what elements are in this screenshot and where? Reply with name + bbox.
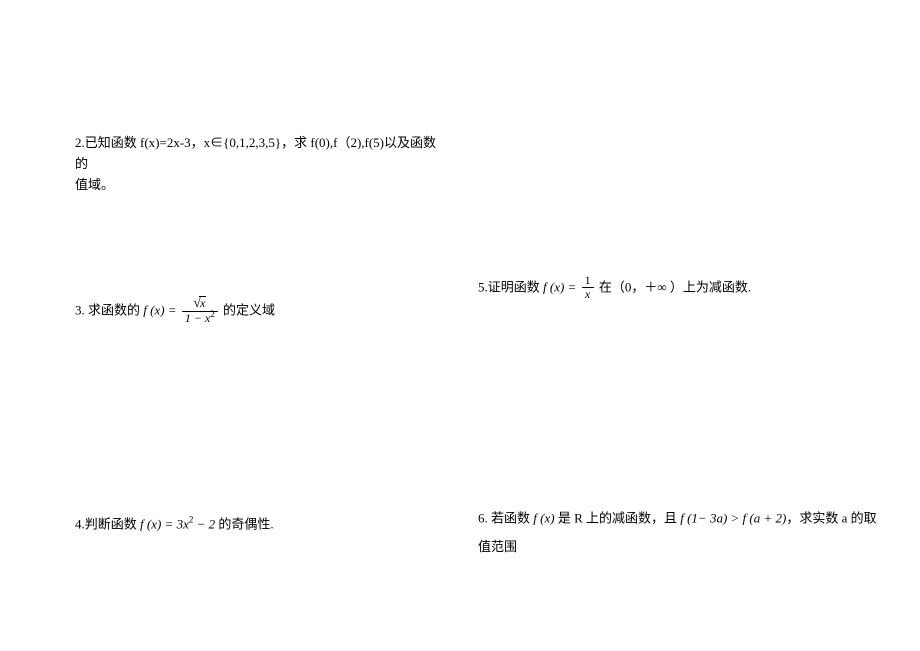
p6-prefix: 6. 若函数 — [478, 511, 533, 526]
p6-suffix1: ，求实数 a 的取 — [786, 511, 876, 526]
p5-fraction: 1 x — [582, 274, 594, 301]
p3-fraction: √x 1 − x2 — [182, 296, 218, 326]
p3-den-exp: 2 — [210, 309, 215, 319]
p3-num-x: x — [200, 296, 205, 310]
problem-2: 2.已知函数 f(x)=2x-3，x∈{0,1,2,3,5}，求 f(0),f（… — [75, 133, 445, 195]
problem-5: 5.证明函数 f (x) = 1 x 在（0，＋∞ ）上为减函数. — [478, 274, 878, 301]
p5-num: 1 — [582, 274, 594, 287]
p5-prefix: 5.证明函数 — [478, 279, 543, 294]
p4-suffix: 的奇偶性. — [215, 517, 274, 532]
p3-prefix: 3. 求函数的 — [75, 302, 140, 317]
p6-func: f (x) — [533, 511, 554, 526]
p4-mid: − 2 — [193, 517, 215, 532]
p6-ineq: f (1− 3a) > f (a + 2) — [680, 511, 786, 526]
p2-line1: 2.已知函数 f(x)=2x-3，x∈{0,1,2,3,5}，求 f(0),f（… — [75, 135, 436, 171]
p2-line2: 值域。 — [75, 177, 114, 192]
problem-4: 4.判断函数 f (x) = 3x2 − 2 的奇偶性. — [75, 514, 445, 535]
problem-3: 3. 求函数的 f (x) = √x 1 − x2 的定义域 — [75, 296, 445, 326]
p4-prefix: 4.判断函数 — [75, 517, 140, 532]
p5-func: f (x) = — [543, 279, 576, 294]
p5-suffix: 在（0，＋∞ ）上为减函数. — [599, 279, 751, 294]
p3-den-base: 1 − x — [185, 311, 210, 325]
problem-6: 6. 若函数 f (x) 是 R 上的减函数，且 f (1− 3a) > f (… — [478, 504, 878, 562]
p3-func: f (x) = — [143, 302, 176, 317]
p3-denominator: 1 − x2 — [182, 311, 218, 325]
p6-mid: 是 R 上的减函数，且 — [555, 511, 681, 526]
p6-line2: 值范围 — [478, 539, 517, 554]
p4-func: f (x) = 3x — [140, 517, 189, 532]
p5-den: x — [582, 287, 594, 301]
p3-suffix: 的定义域 — [223, 302, 275, 317]
